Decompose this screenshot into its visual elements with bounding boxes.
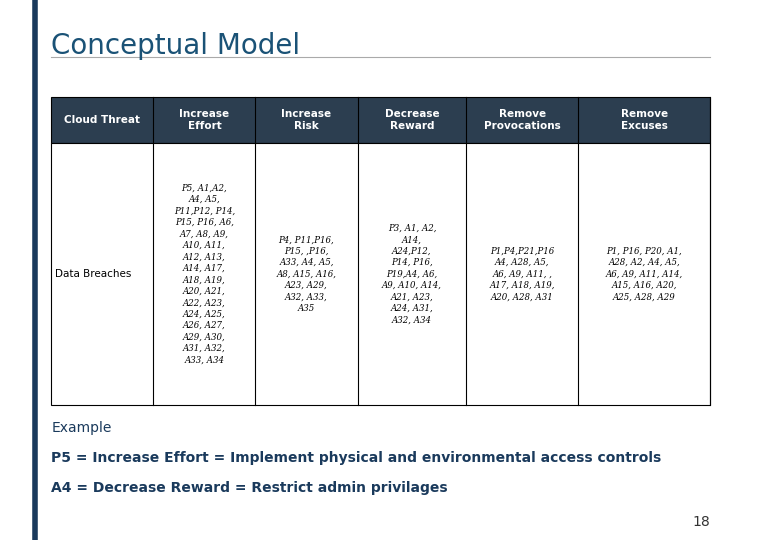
Text: Cloud Threat: Cloud Threat	[64, 115, 140, 125]
Text: Remove
Provocations: Remove Provocations	[484, 109, 561, 131]
Text: P5 = Increase Effort = Implement physical and environmental access controls: P5 = Increase Effort = Implement physica…	[51, 451, 661, 465]
Text: P3, A1, A2,
A14,
A24,P12,
P14, P16,
P19,A4, A6,
A9, A10, A14,
A21, A23,
A24, A31: P3, A1, A2, A14, A24,P12, P14, P16, P19,…	[382, 224, 442, 325]
Text: Decrease
Reward: Decrease Reward	[385, 109, 439, 131]
Bar	[51, 143, 710, 405]
Text: P1,P4,P21,P16
A4, A28, A5,
A6, A9, A11, ,
A17, A18, A19,
A20, A28, A31: P1,P4,P21,P16 A4, A28, A5, A6, A9, A11, …	[490, 247, 555, 301]
Bar	[51, 97, 710, 143]
Text: Conceptual Model: Conceptual Model	[51, 32, 300, 60]
Text: Increase
Effort: Increase Effort	[179, 109, 229, 131]
Text: Example: Example	[51, 421, 112, 435]
Text: 18: 18	[692, 515, 710, 529]
Text: P5, A1,A2,
A4, A5,
P11,P12, P14,
P15, P16, A6,
A7, A8, A9,
A10, A11,
A12, A13,
A: P5, A1,A2, A4, A5, P11,P12, P14, P15, P1…	[174, 184, 235, 364]
Text: A4 = Decrease Reward = Restrict admin privilages: A4 = Decrease Reward = Restrict admin pr…	[51, 481, 448, 495]
Text: P4, P11,P16,
P15, ,P16,
A33, A4, A5,
A8, A15, A16,
A23, A29,
A32, A33,
A35: P4, P11,P16, P15, ,P16, A33, A4, A5, A8,…	[276, 235, 336, 313]
Text: Remove
Excuses: Remove Excuses	[621, 109, 668, 131]
Text: Data Breaches: Data Breaches	[55, 269, 131, 279]
Text: P1, P16, P20, A1,
A28, A2, A4, A5,
A6, A9, A11, A14,
A15, A16, A20,
A25, A28, A2: P1, P16, P20, A1, A28, A2, A4, A5, A6, A…	[605, 247, 682, 301]
Text: Increase
Risk: Increase Risk	[282, 109, 332, 131]
